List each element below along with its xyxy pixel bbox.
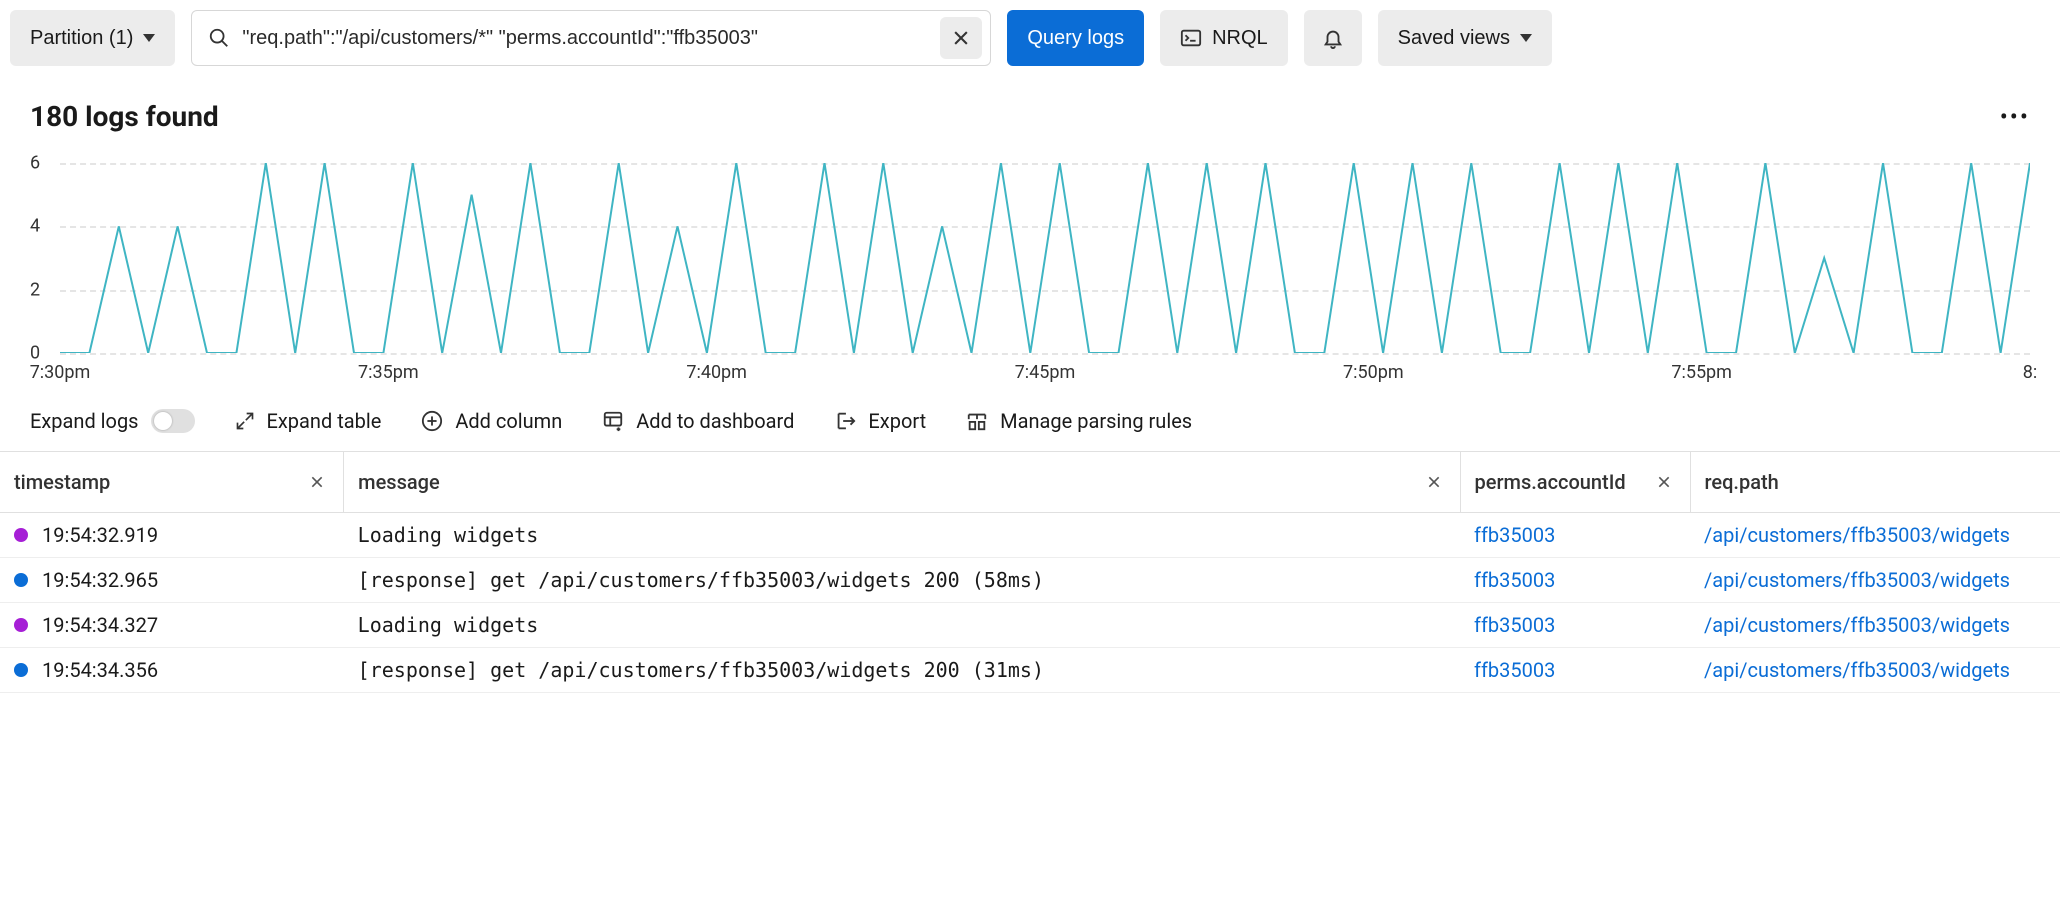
notifications-button[interactable] xyxy=(1304,10,1362,66)
terminal-icon xyxy=(1180,27,1202,49)
gridline xyxy=(60,353,2030,355)
x-tick-label: 7:50pm xyxy=(1343,362,1404,383)
cell-accountid[interactable]: ffb35003 xyxy=(1460,648,1690,693)
expand-icon xyxy=(235,411,255,431)
col-timestamp[interactable]: timestamp xyxy=(0,452,344,513)
toggle-switch[interactable] xyxy=(151,409,195,433)
add-to-dashboard-button[interactable]: Add to dashboard xyxy=(602,409,794,433)
cell-reqpath[interactable]: /api/customers/ffb35003/widgets xyxy=(1690,558,2060,603)
query-logs-button[interactable]: Query logs xyxy=(1007,10,1144,66)
cell-timestamp: 19:54:34.356 xyxy=(28,648,344,693)
remove-column-button[interactable] xyxy=(1426,474,1442,490)
export-button[interactable]: Export xyxy=(834,409,926,433)
y-tick-label: 2 xyxy=(30,279,40,300)
table-row[interactable]: 19:54:32.919Loading widgetsffb35003/api/… xyxy=(0,513,2060,558)
x-tick-label: 7:45pm xyxy=(1015,362,1076,383)
chevron-down-icon xyxy=(143,34,155,42)
log-table: timestamp message perms.accountId req.pa… xyxy=(0,451,2060,693)
cell-reqpath[interactable]: /api/customers/ffb35003/widgets xyxy=(1690,513,2060,558)
col-timestamp-label: timestamp xyxy=(14,470,110,494)
partition-dropdown[interactable]: Partition (1) xyxy=(10,10,175,66)
col-message[interactable]: message xyxy=(344,452,1460,513)
x-tick-label: 7:30pm xyxy=(30,362,91,383)
expand-table-label: Expand table xyxy=(267,409,382,433)
dashboard-icon xyxy=(602,410,624,432)
col-message-label: message xyxy=(358,470,440,494)
results-count: 180 logs found xyxy=(30,100,219,133)
saved-views-label: Saved views xyxy=(1398,27,1510,50)
cell-timestamp: 19:54:32.919 xyxy=(28,513,344,558)
nrql-button[interactable]: NRQL xyxy=(1160,10,1288,66)
severity-dot xyxy=(14,528,28,542)
table-row[interactable]: 19:54:34.356[response] get /api/customer… xyxy=(0,648,2060,693)
cell-message: [response] get /api/customers/ffb35003/w… xyxy=(344,648,1460,693)
expand-logs-label: Expand logs xyxy=(30,409,139,433)
search-input[interactable] xyxy=(242,27,928,50)
more-menu-button[interactable]: ••• xyxy=(2000,103,2030,131)
cell-message: [response] get /api/customers/ffb35003/w… xyxy=(344,558,1460,603)
saved-views-dropdown[interactable]: Saved views xyxy=(1378,10,1552,66)
log-histogram-chart[interactable]: 02467:30pm7:35pm7:40pm7:45pm7:50pm7:55pm… xyxy=(30,163,2030,383)
export-icon xyxy=(834,410,856,432)
y-tick-label: 4 xyxy=(30,216,40,237)
chart-line xyxy=(60,163,2030,353)
export-label: Export xyxy=(868,409,926,433)
query-logs-label: Query logs xyxy=(1027,27,1124,50)
remove-column-button[interactable] xyxy=(309,474,325,490)
col-accountid-label: perms.accountId xyxy=(1475,470,1626,494)
chevron-down-icon xyxy=(1520,34,1532,42)
cell-message: Loading widgets xyxy=(344,513,1460,558)
top-toolbar: Partition (1) Query logs NRQL Saved view… xyxy=(0,0,2060,76)
cell-message: Loading widgets xyxy=(344,603,1460,648)
cell-reqpath[interactable]: /api/customers/ffb35003/widgets xyxy=(1690,603,2060,648)
parsing-rules-icon xyxy=(966,410,988,432)
severity-dot xyxy=(14,663,28,677)
x-tick-label: 7:35pm xyxy=(358,362,419,383)
table-row[interactable]: 19:54:32.965[response] get /api/customer… xyxy=(0,558,2060,603)
y-tick-label: 0 xyxy=(30,343,40,364)
parsing-rules-label: Manage parsing rules xyxy=(1000,409,1192,433)
severity-dot xyxy=(14,618,28,632)
col-reqpath[interactable]: req.path xyxy=(1690,452,2060,513)
cell-reqpath[interactable]: /api/customers/ffb35003/widgets xyxy=(1690,648,2060,693)
manage-parsing-rules-button[interactable]: Manage parsing rules xyxy=(966,409,1192,433)
col-accountid[interactable]: perms.accountId xyxy=(1460,452,1690,513)
plus-circle-icon xyxy=(421,410,443,432)
x-tick-label: 8: xyxy=(2023,362,2037,383)
clear-search-button[interactable] xyxy=(940,17,982,59)
bell-icon xyxy=(1322,27,1344,49)
add-column-button[interactable]: Add column xyxy=(421,409,562,433)
search-field[interactable] xyxy=(191,10,991,66)
col-reqpath-label: req.path xyxy=(1705,470,1779,494)
expand-table-button[interactable]: Expand table xyxy=(235,409,382,433)
x-tick-label: 7:55pm xyxy=(1671,362,1732,383)
partition-label: Partition (1) xyxy=(30,27,133,50)
cell-accountid[interactable]: ffb35003 xyxy=(1460,558,1690,603)
results-panel: 180 logs found ••• 0 2 4 6 7:30pm 7:35pm 7:40p… xyxy=(0,76,2060,391)
table-row[interactable]: 19:54:34.327Loading widgetsffb35003/api/… xyxy=(0,603,2060,648)
cell-accountid[interactable]: ffb35003 xyxy=(1460,603,1690,648)
table-toolbar: Expand logs Expand table Add column Add … xyxy=(0,391,2060,451)
add-to-dashboard-label: Add to dashboard xyxy=(636,409,794,433)
severity-dot xyxy=(14,573,28,587)
cell-accountid[interactable]: ffb35003 xyxy=(1460,513,1690,558)
cell-timestamp: 19:54:32.965 xyxy=(28,558,344,603)
cell-timestamp: 19:54:34.327 xyxy=(28,603,344,648)
search-icon xyxy=(208,27,230,49)
y-tick-label: 6 xyxy=(30,153,40,174)
nrql-label: NRQL xyxy=(1212,27,1268,50)
expand-logs-toggle[interactable]: Expand logs xyxy=(30,409,195,433)
add-column-label: Add column xyxy=(455,409,562,433)
x-tick-label: 7:40pm xyxy=(686,362,747,383)
remove-column-button[interactable] xyxy=(1656,474,1672,490)
